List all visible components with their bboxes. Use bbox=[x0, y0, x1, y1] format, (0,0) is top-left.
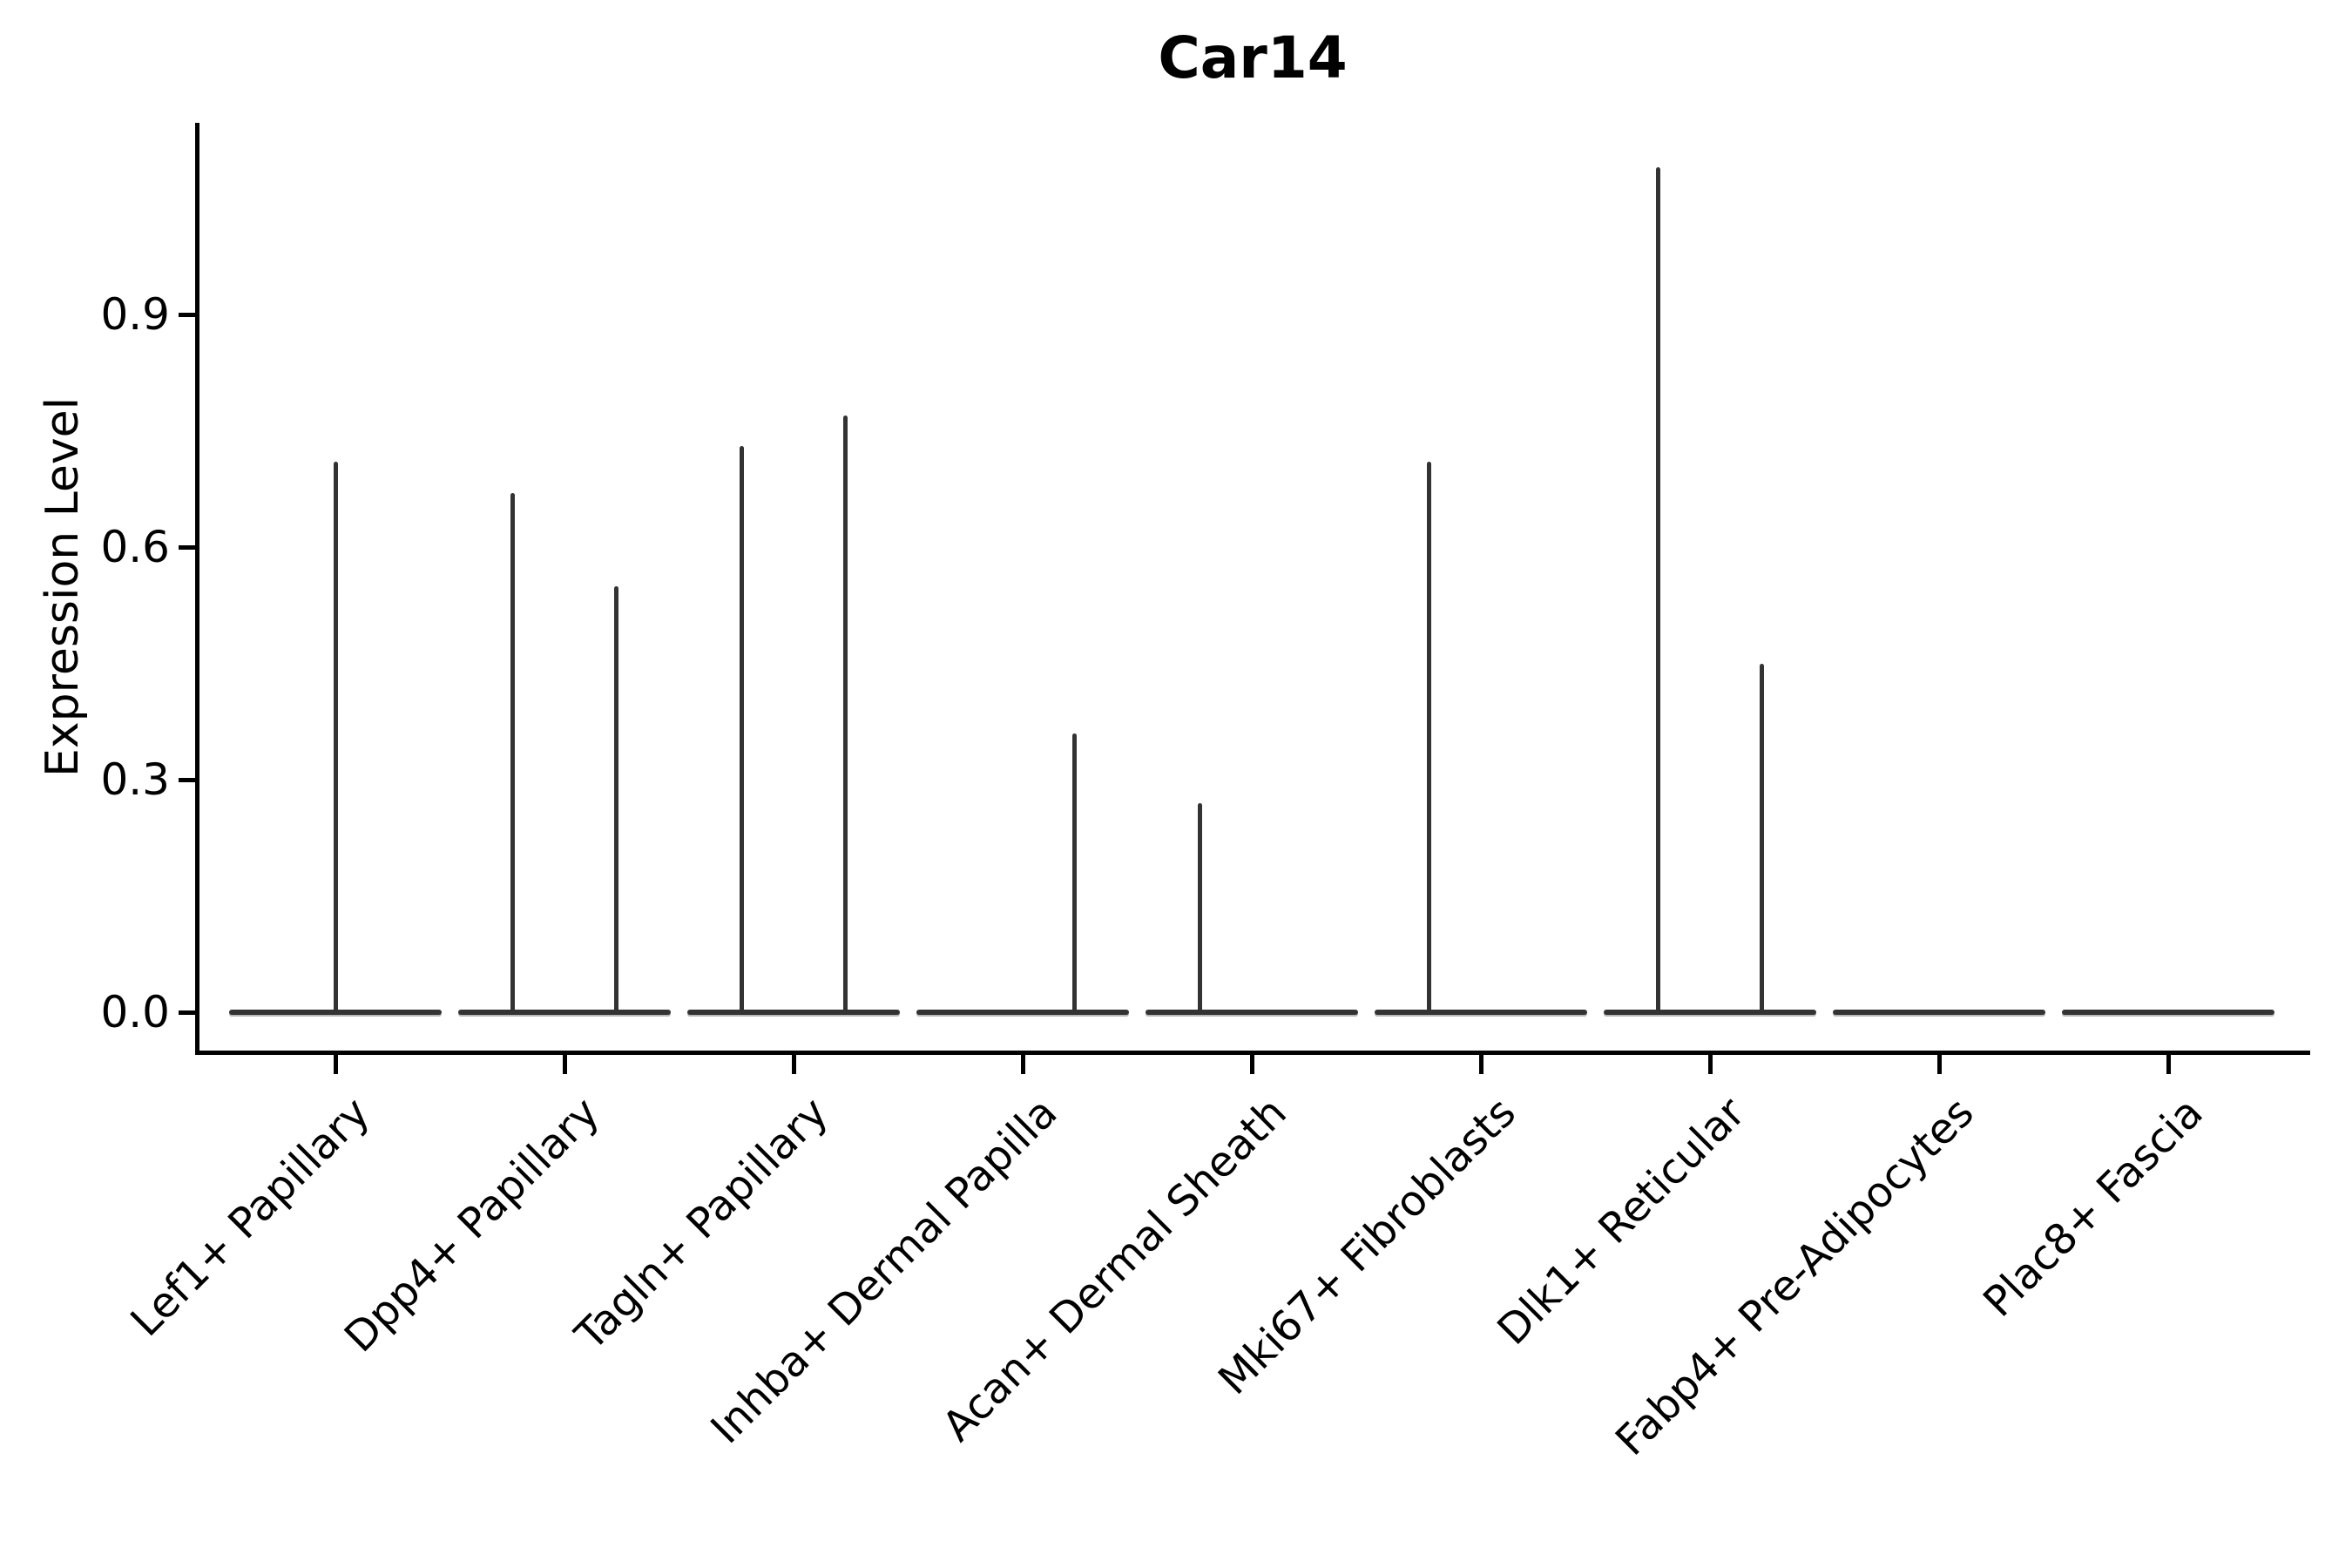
x-tick-label: Plac8+ Fascia bbox=[1974, 1088, 2213, 1327]
x-axis-spine bbox=[195, 1051, 2310, 1055]
x-tick-mark bbox=[1936, 1055, 1942, 1074]
x-tick-label: Dlk1+ Reticular bbox=[1488, 1088, 1754, 1355]
violin-baseline bbox=[457, 1010, 672, 1015]
violin-spike bbox=[1427, 462, 1432, 1015]
x-tick-mark bbox=[1707, 1055, 1713, 1074]
y-axis-spine bbox=[195, 123, 199, 1055]
violin-baseline bbox=[916, 1010, 1130, 1015]
chart-title: Car14 bbox=[1158, 24, 1348, 91]
violin-spike bbox=[842, 415, 848, 1015]
y-tick-mark bbox=[179, 312, 196, 317]
violin-spike bbox=[1198, 802, 1203, 1015]
violin-spike bbox=[1071, 733, 1077, 1015]
violin-spike bbox=[613, 585, 618, 1015]
x-tick-mark bbox=[1478, 1055, 1484, 1074]
violin-baseline bbox=[686, 1010, 901, 1015]
violin-spike bbox=[1656, 166, 1661, 1015]
violin-spike bbox=[1759, 663, 1764, 1015]
violin-baseline bbox=[1603, 1010, 1817, 1015]
violin-spike bbox=[510, 492, 516, 1015]
x-tick-mark bbox=[1249, 1055, 1254, 1074]
violin-baseline bbox=[1145, 1010, 1359, 1015]
y-tick-mark bbox=[179, 544, 196, 550]
x-tick-mark bbox=[2166, 1055, 2171, 1074]
x-tick-mark bbox=[791, 1055, 796, 1074]
x-tick-mark bbox=[562, 1055, 567, 1074]
x-tick-label: Lef1+ Papillary bbox=[121, 1088, 380, 1347]
y-tick-mark bbox=[179, 777, 196, 782]
y-tick-mark bbox=[179, 1010, 196, 1015]
violin-baseline bbox=[2061, 1010, 2275, 1015]
y-axis-label: Expression Level bbox=[37, 396, 89, 778]
x-tick-mark bbox=[333, 1055, 338, 1074]
y-tick-label: 0.6 bbox=[100, 522, 170, 572]
violin-spike bbox=[333, 462, 338, 1015]
violin-baseline bbox=[1374, 1010, 1588, 1015]
x-tick-mark bbox=[1020, 1055, 1025, 1074]
y-tick-label: 0.9 bbox=[100, 289, 170, 340]
x-tick-label: Dpp4+ Papillary bbox=[335, 1088, 609, 1362]
x-tick-label: Tagln+ Papillary bbox=[566, 1088, 838, 1360]
violin-baseline bbox=[1832, 1010, 2046, 1015]
y-tick-label: 0.3 bbox=[100, 754, 170, 805]
y-tick-label: 0.0 bbox=[100, 987, 170, 1037]
violin-spike bbox=[740, 446, 745, 1015]
